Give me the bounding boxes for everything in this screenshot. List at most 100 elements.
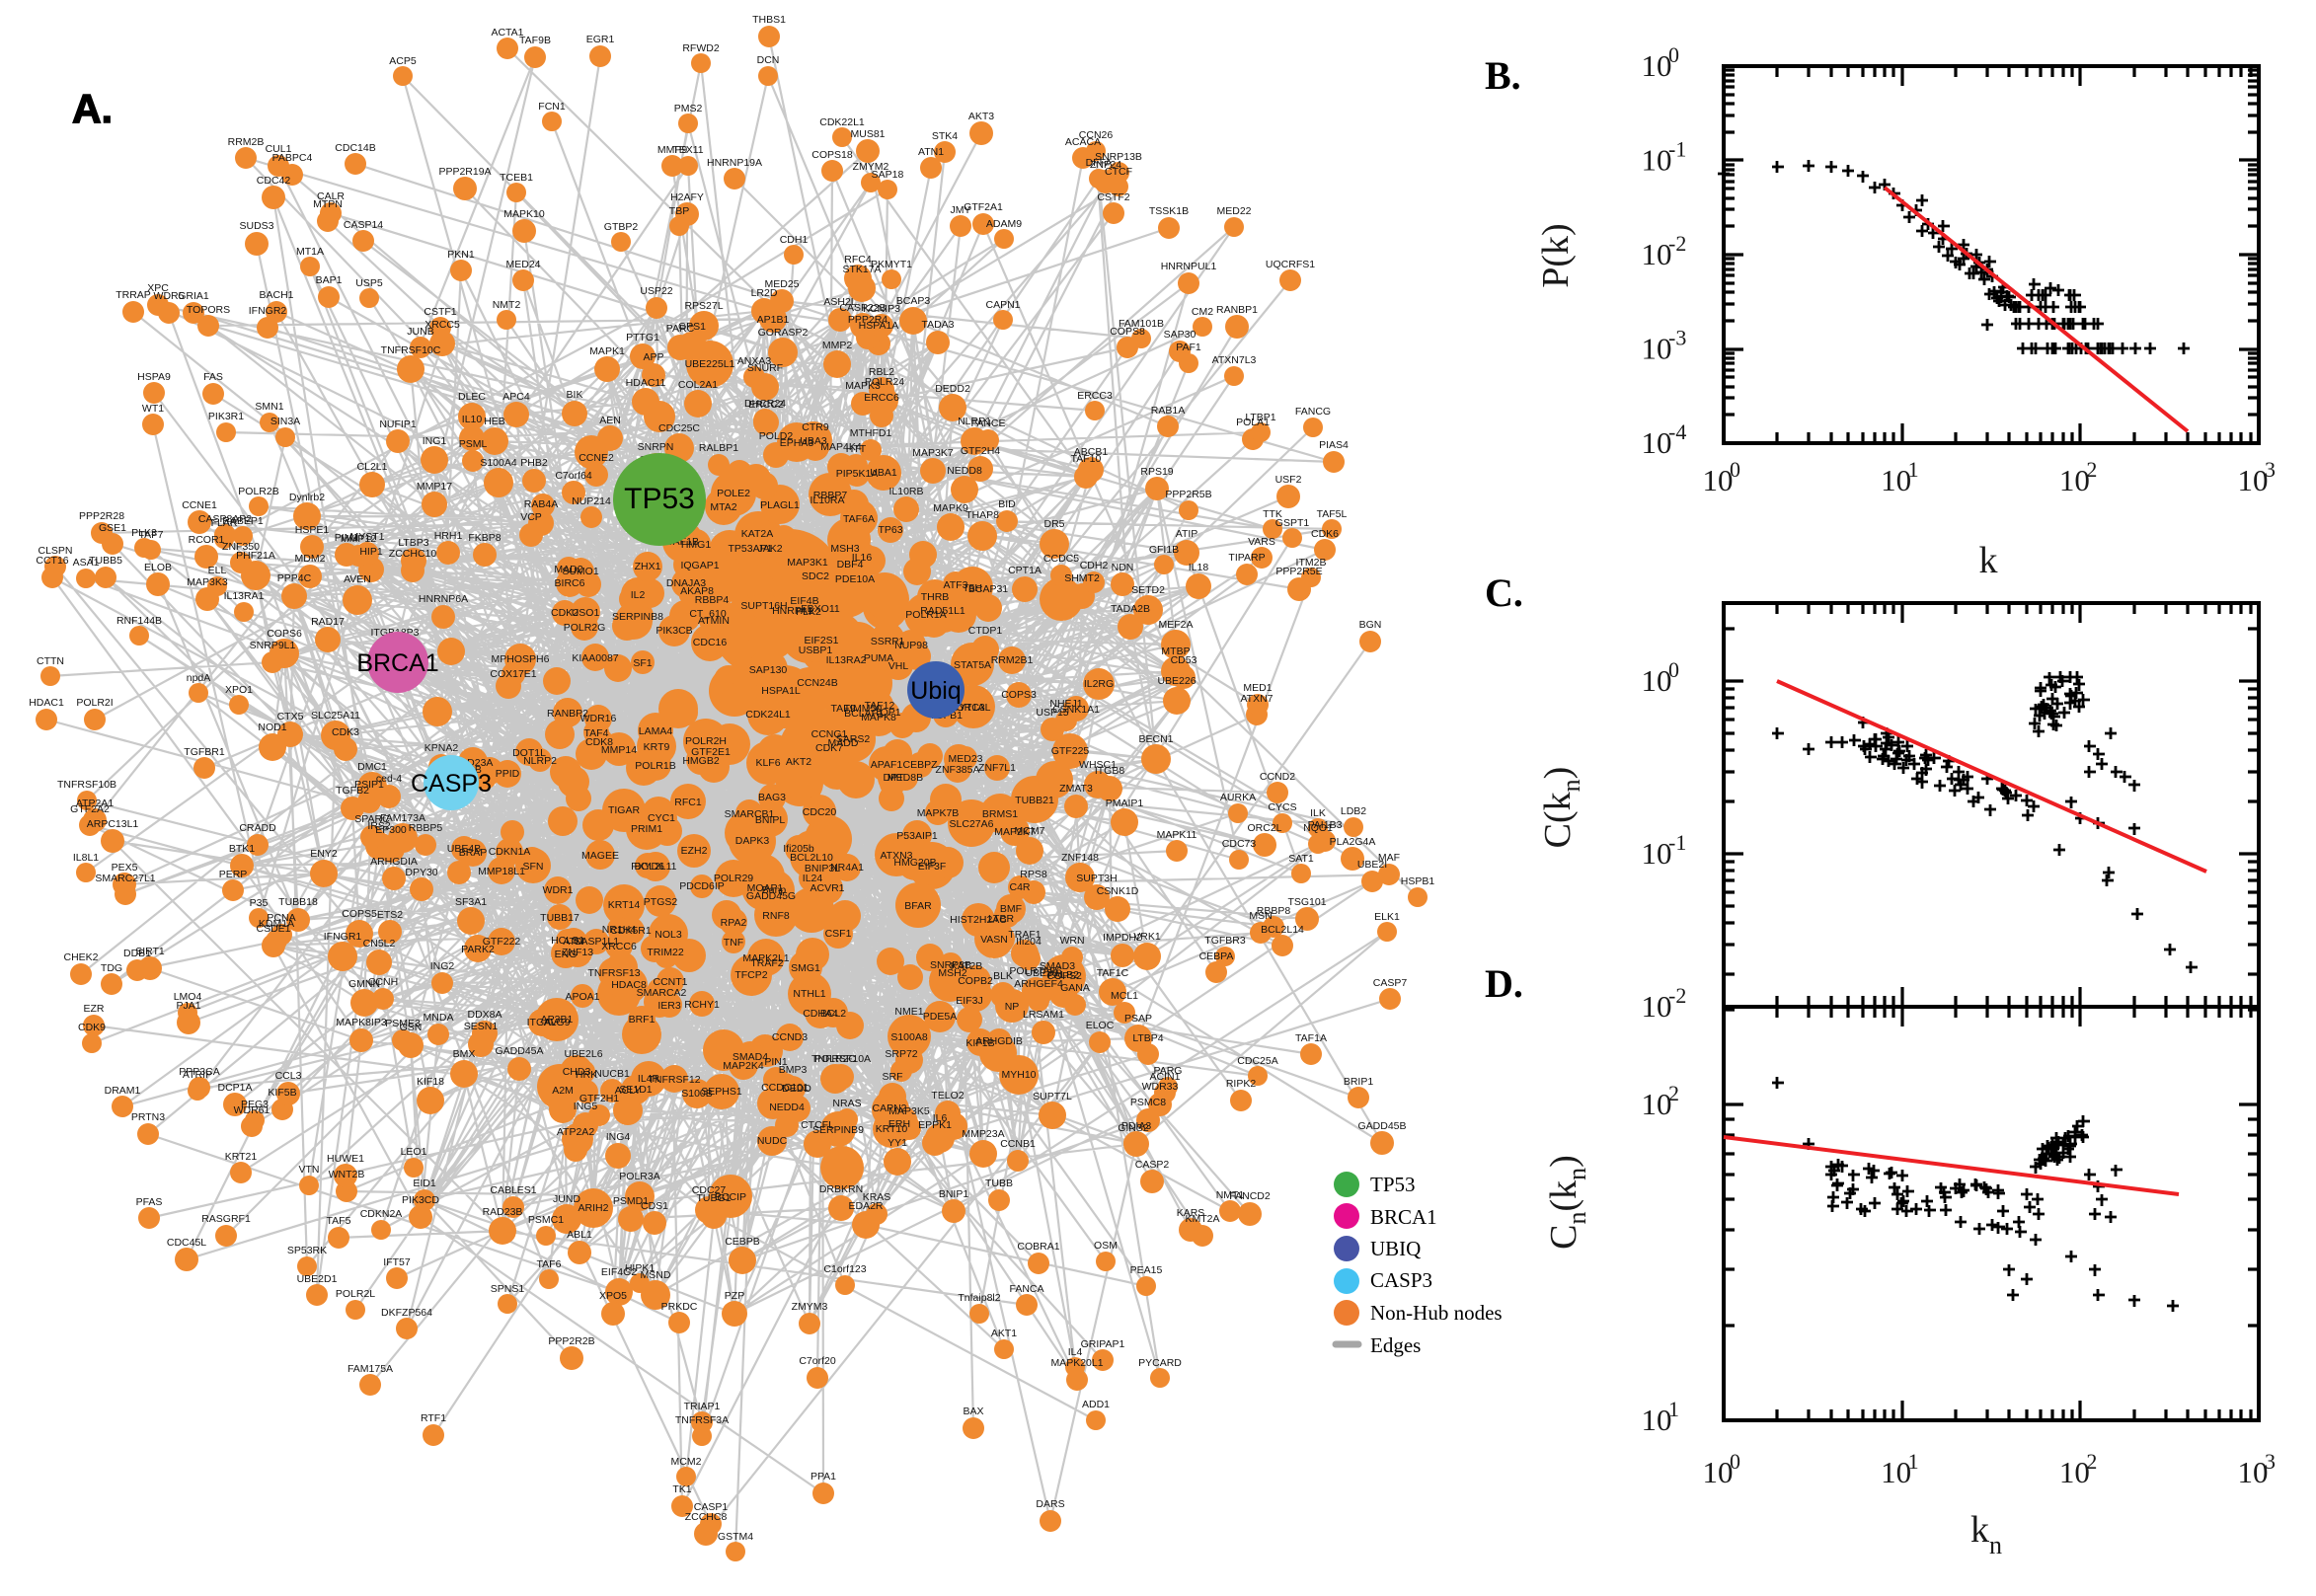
svg-text:ARPC13L1: ARPC13L1 (87, 818, 139, 830)
svg-text:CABLES1: CABLES1 (490, 1184, 536, 1196)
svg-text:SP53RK: SP53RK (287, 1245, 327, 1256)
svg-text:IL10RA: IL10RA (810, 494, 844, 506)
svg-text:SNRPN: SNRPN (638, 441, 674, 453)
svg-text:SMARCB1: SMARCB1 (725, 808, 775, 820)
svg-text:ZMYM3: ZMYM3 (792, 1301, 828, 1313)
svg-text:1: 1 (1908, 457, 1919, 482)
svg-text:CDC25A: CDC25A (1237, 1055, 1277, 1067)
svg-text:BTK1: BTK1 (229, 843, 255, 855)
svg-text:APOA1: APOA1 (565, 991, 599, 1003)
svg-text:MYST1: MYST1 (349, 531, 384, 543)
svg-text:KIAA0087: KIAA0087 (572, 652, 618, 664)
svg-text:C.: C. (1485, 570, 1523, 615)
svg-text:BLK: BLK (993, 970, 1013, 982)
svg-text:NUDC: NUDC (757, 1135, 788, 1147)
svg-text:MCM7: MCM7 (1015, 825, 1045, 837)
svg-text:PPP2R28: PPP2R28 (79, 510, 124, 522)
svg-text:SMN1: SMN1 (255, 401, 283, 413)
svg-text:SPNS1: SPNS1 (491, 1283, 525, 1295)
svg-text:CALR: CALR (317, 190, 345, 202)
svg-text:NMT1: NMT1 (1216, 1189, 1245, 1201)
svg-text:MED1: MED1 (1243, 682, 1272, 694)
svg-text:HMG20B: HMG20B (893, 857, 936, 869)
svg-text:B.: B. (1485, 53, 1521, 98)
svg-text:STAT5A: STAT5A (954, 659, 991, 671)
svg-text:PRTN3: PRTN3 (131, 1111, 165, 1123)
svg-text:PCNA: PCNA (267, 912, 295, 924)
svg-text:RAB1A: RAB1A (1151, 405, 1185, 417)
svg-text:KIF1B: KIF1B (965, 1037, 994, 1049)
svg-text:BIK: BIK (567, 389, 583, 401)
svg-text:DOT1L: DOT1L (512, 747, 546, 759)
svg-text:SUDS3: SUDS3 (239, 220, 273, 232)
svg-text:MAP4K4: MAP4K4 (820, 441, 862, 453)
svg-text:PMS2: PMS2 (674, 103, 703, 114)
svg-text:WDR1: WDR1 (543, 884, 574, 896)
svg-text:C7orf64: C7orf64 (555, 470, 592, 482)
svg-text:SMARCA2: SMARCA2 (637, 987, 687, 999)
svg-text:ELK1: ELK1 (1374, 911, 1400, 923)
svg-text:FXYD6: FXYD6 (631, 861, 664, 873)
svg-text:ELL: ELL (208, 565, 227, 576)
svg-text:PFAS: PFAS (136, 1196, 163, 1208)
svg-text:Ifi204: Ifi204 (1016, 936, 1042, 948)
svg-text:WDR33: WDR33 (1142, 1081, 1179, 1093)
svg-text:-1: -1 (1668, 830, 1686, 855)
svg-text:XPC: XPC (147, 282, 169, 294)
svg-text:TUBB17: TUBB17 (540, 912, 579, 924)
svg-text:AKT3: AKT3 (968, 111, 994, 122)
svg-text:SIRT1: SIRT1 (135, 946, 165, 957)
svg-text:CTR9: CTR9 (802, 421, 829, 433)
svg-text:SHMT2: SHMT2 (1064, 572, 1100, 584)
svg-text:CCN24B: CCN24B (797, 677, 837, 689)
svg-text:P(k): P(k) (1535, 223, 1577, 287)
svg-text:HDAC11: HDAC11 (626, 377, 666, 389)
svg-text:ITM2B: ITM2B (1296, 557, 1327, 569)
svg-text:CDK7: CDK7 (815, 742, 843, 754)
svg-text:KAT2B: KAT2B (951, 960, 982, 972)
svg-text:MT1A: MT1A (296, 246, 324, 258)
svg-text:ERCC3: ERCC3 (1077, 390, 1113, 402)
svg-text:GTF2A1: GTF2A1 (964, 201, 1003, 213)
svg-text:PZP: PZP (725, 1290, 744, 1302)
svg-text:SAP18: SAP18 (872, 169, 904, 181)
svg-text:IL6: IL6 (933, 1112, 948, 1124)
svg-text:USF2: USF2 (1275, 474, 1302, 486)
svg-text:CDC16: CDC16 (693, 637, 728, 648)
svg-text:ACP5: ACP5 (389, 55, 417, 67)
svg-text:10: 10 (2238, 463, 2269, 497)
svg-text:TRRAP: TRRAP (116, 289, 151, 301)
svg-text:SNURF: SNURF (747, 362, 783, 374)
svg-text:IL24: IL24 (803, 873, 823, 884)
svg-text:EIF3F: EIF3F (918, 861, 947, 873)
svg-text:PSMD1: PSMD1 (613, 1195, 649, 1207)
svg-text:RBBP8: RBBP8 (1257, 905, 1291, 917)
svg-text:LDB2: LDB2 (1341, 805, 1366, 817)
svg-text:Ifi205b: Ifi205b (783, 843, 814, 855)
svg-text:HSPE1: HSPE1 (295, 524, 330, 536)
svg-text:EZR: EZR (84, 1003, 105, 1015)
svg-text:Edges: Edges (1370, 1333, 1421, 1357)
svg-text:TOPORS: TOPORS (187, 304, 230, 316)
svg-text:ASH2L: ASH2L (823, 296, 856, 308)
svg-text:AP3B1: AP3B1 (541, 1014, 574, 1026)
svg-text:BIRC6: BIRC6 (555, 577, 585, 589)
svg-text:BAX: BAX (963, 1406, 983, 1417)
svg-text:NUCB1: NUCB1 (594, 1068, 630, 1080)
svg-text:PDE5A: PDE5A (923, 1011, 957, 1023)
svg-text:ZHX1: ZHX1 (635, 561, 661, 572)
svg-text:MCM2: MCM2 (671, 1456, 702, 1468)
svg-text:HMGB2: HMGB2 (682, 755, 720, 767)
svg-text:BRCA1: BRCA1 (1370, 1205, 1437, 1229)
svg-text:UBIQ: UBIQ (1370, 1237, 1421, 1260)
svg-text:AEN: AEN (599, 415, 621, 426)
svg-text:ANXA3: ANXA3 (737, 355, 772, 367)
svg-text:IL8L1: IL8L1 (73, 852, 99, 864)
svg-text:CDK3: CDK3 (332, 726, 359, 738)
svg-text:ITGB8: ITGB8 (1095, 765, 1125, 777)
svg-text:ITGAV: ITGAV (527, 1017, 558, 1028)
svg-text:CDC20: CDC20 (803, 806, 837, 818)
svg-text:Banp: Banp (762, 884, 787, 896)
svg-text:10: 10 (2059, 1455, 2090, 1489)
svg-text:VARS: VARS (1248, 536, 1275, 548)
